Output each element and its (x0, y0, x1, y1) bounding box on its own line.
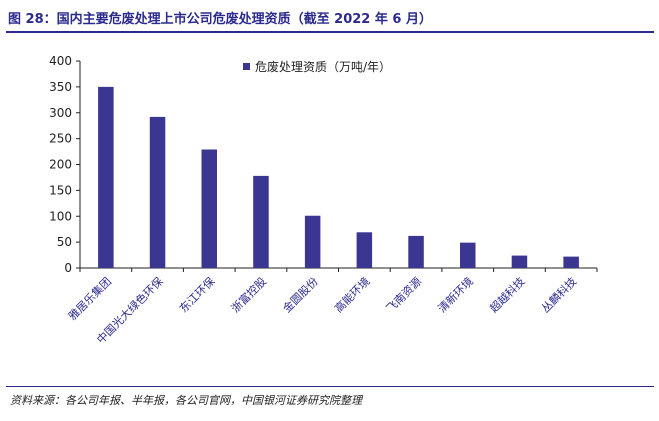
y-tick-label: 300 (49, 106, 72, 120)
y-tick-label: 50 (57, 235, 72, 249)
category-label: 飞南资源 (383, 274, 424, 315)
bar-3 (201, 149, 218, 268)
category-label: 雅居乐集团 (65, 274, 114, 323)
y-tick-label: 150 (49, 183, 72, 197)
category-label: 东江环保 (176, 274, 217, 315)
y-tick-label: 100 (49, 209, 72, 223)
legend: 危废处理资质（万吨/年） (243, 59, 391, 74)
category-label: 浙富控股 (228, 274, 269, 315)
bar-5 (304, 215, 321, 268)
y-tick-label: 350 (49, 80, 72, 94)
bar-4 (253, 175, 269, 268)
bottom-divider (6, 386, 654, 387)
top-divider (6, 31, 654, 33)
bar-7 (408, 235, 424, 268)
bars (98, 86, 579, 268)
bar-2 (149, 116, 166, 268)
y-tick-label: 250 (49, 132, 72, 146)
y-axis: 0 50 100 150 200 250 300 350 400 (49, 54, 81, 275)
bar-8 (459, 242, 476, 268)
category-label: 高能环境 (331, 274, 372, 315)
source-note: 资料来源：各公司年报、半年报，各公司官网，中国银河证券研究院整理 (10, 394, 362, 407)
category-label: 丛麟科技 (538, 274, 579, 315)
category-label: 超越科技 (487, 274, 528, 315)
category-label: 清新环境 (435, 274, 476, 315)
bar-10 (563, 256, 579, 268)
bar-9 (511, 255, 528, 268)
legend-swatch (243, 63, 250, 70)
y-tick-label: 0 (64, 261, 72, 275)
bar-1 (98, 86, 114, 268)
figure-title: 图 28：国内主要危废处理上市公司危废处理资质（截至 2022 年 6 月） (8, 12, 432, 27)
category-label: 金圆股份 (280, 274, 321, 315)
y-tick-label: 400 (49, 54, 72, 68)
bar-6 (356, 232, 373, 268)
legend-label: 危废处理资质（万吨/年） (255, 59, 391, 74)
y-tick-label: 200 (49, 158, 72, 172)
x-axis (79, 267, 598, 272)
